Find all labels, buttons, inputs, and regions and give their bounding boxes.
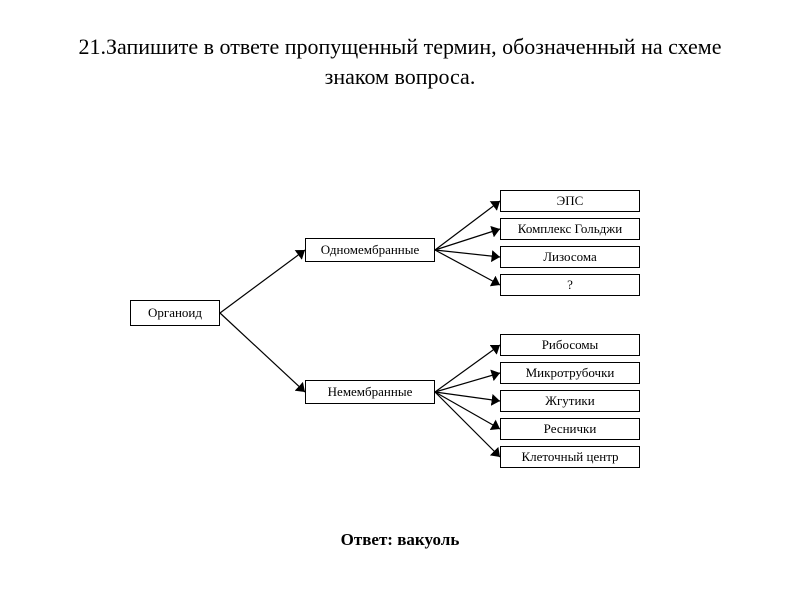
node-b1: Рибосомы (500, 334, 640, 356)
node-a1: ЭПС (500, 190, 640, 212)
diagram-connectors (0, 0, 800, 600)
node-a2: Комплекс Гольджи (500, 218, 640, 240)
node-label: Жгутики (545, 393, 594, 409)
node-label: Рибосомы (542, 337, 599, 353)
edge-group_a-a3 (435, 250, 500, 257)
edge-root-group_a (220, 250, 305, 313)
edge-group_a-a4 (435, 250, 500, 285)
node-label: Немембранные (328, 384, 413, 400)
node-b4: Реснички (500, 418, 640, 440)
edge-group_b-b4 (435, 392, 500, 429)
edge-group_a-a1 (435, 201, 500, 250)
node-b2: Микротрубочки (500, 362, 640, 384)
node-label: Одномембранные (321, 242, 420, 258)
edge-root-group_b (220, 313, 305, 392)
edge-group_b-b2 (435, 373, 500, 392)
edge-group_b-b5 (435, 392, 500, 457)
node-b5: Клеточный центр (500, 446, 640, 468)
node-a3: Лизосома (500, 246, 640, 268)
edge-group_a-a2 (435, 229, 500, 250)
node-label: Клеточный центр (521, 449, 618, 465)
page: 21.Запишите в ответе пропущенный термин,… (0, 0, 800, 600)
node-b3: Жгутики (500, 390, 640, 412)
node-group_a: Одномембранные (305, 238, 435, 262)
edge-group_b-b3 (435, 392, 500, 401)
node-label: ЭПС (557, 193, 584, 209)
node-label: Микротрубочки (526, 365, 615, 381)
diagram-area: Органоид Одномембранные Немембранные ЭПС Ком… (0, 0, 800, 600)
edge-group_b-b1 (435, 345, 500, 392)
node-root: Органоид (130, 300, 220, 326)
node-label: Органоид (148, 305, 202, 321)
answer-text: Ответ: вакуоль (0, 530, 800, 550)
node-label: Комплекс Гольджи (518, 221, 622, 237)
node-label: Лизосома (543, 249, 597, 265)
node-group_b: Немембранные (305, 380, 435, 404)
node-a4: ? (500, 274, 640, 296)
node-label: Реснички (544, 421, 597, 437)
node-label: ? (567, 277, 573, 293)
